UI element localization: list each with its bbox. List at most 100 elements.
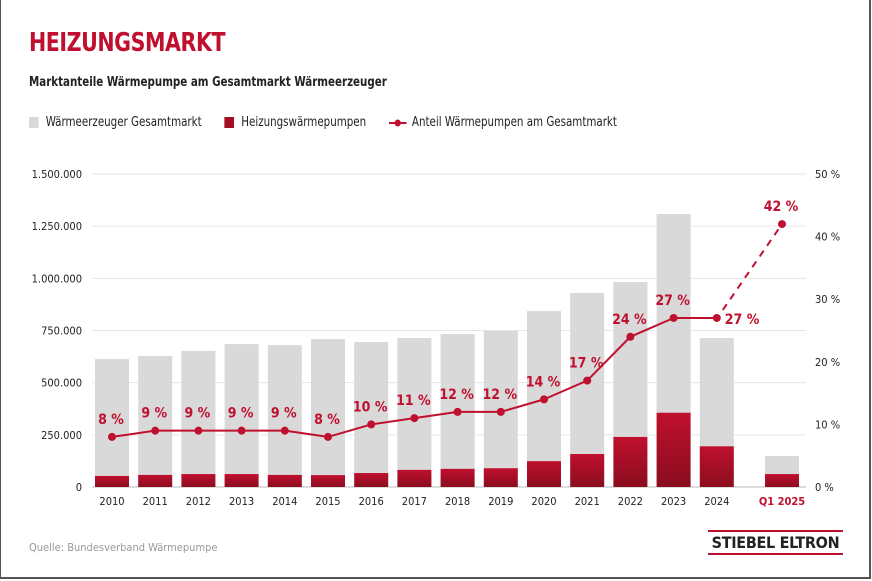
x-tick-label: 2016 <box>359 495 384 508</box>
y-right-tick-label: 50 % <box>815 168 840 181</box>
share-line-segment <box>630 317 674 338</box>
x-tick-label: Q1 2025 <box>759 495 805 508</box>
legend-swatch <box>29 117 39 128</box>
bar-total <box>224 344 259 487</box>
legend-label: Anteil Wärmepumpen am Gesamtmarkt <box>411 115 617 130</box>
share-point <box>367 420 376 429</box>
bar-heatpumps <box>181 474 216 487</box>
bar-heatpumps <box>656 412 691 487</box>
share-point <box>669 313 678 322</box>
share-point <box>280 426 289 435</box>
y-right-tick-label: 10 % <box>815 418 840 431</box>
share-point <box>626 332 635 341</box>
bar-heatpumps <box>570 454 605 487</box>
share-point <box>410 414 419 423</box>
page-title: HEIZUNGSMARKT <box>29 28 226 58</box>
bar-heatpumps <box>699 446 734 487</box>
bar-heatpumps <box>311 475 345 487</box>
bar-heatpumps <box>765 474 799 487</box>
x-tick-label: 2019 <box>488 495 513 508</box>
bar-total <box>311 339 345 487</box>
share-point <box>496 407 505 416</box>
share-data-label: 10 % <box>353 399 388 415</box>
bar-heatpumps <box>95 475 129 487</box>
y-left-tick-label: 250.000 <box>41 429 82 442</box>
x-tick-label: 2023 <box>661 495 686 508</box>
x-tick-label: 2010 <box>99 495 124 508</box>
share-line-segment <box>721 223 783 311</box>
bar-total <box>95 359 129 487</box>
bar-heatpumps <box>397 469 432 487</box>
legend-item-total: Wärmeerzeuger Gesamtmarkt <box>29 115 202 130</box>
legend-swatch <box>224 117 235 128</box>
y-right-tick-label: 0 % <box>815 481 834 494</box>
share-line-segment <box>500 398 545 413</box>
share-data-label: 42 % <box>764 199 799 215</box>
share-line-segment <box>543 379 588 401</box>
bar-heatpumps <box>354 473 389 487</box>
y-left-tick-label: 0 <box>76 481 82 494</box>
x-tick-label: 2020 <box>531 495 556 508</box>
share-point <box>583 376 592 385</box>
legend: Wärmeerzeuger Gesamtmarkt Heizungswärmep… <box>29 115 640 130</box>
legend-item-heatpumps: Heizungswärmepumpen <box>224 115 367 130</box>
share-data-label: 9 % <box>185 406 211 422</box>
bar-heatpumps <box>483 468 518 487</box>
share-point <box>151 426 160 435</box>
bar-heatpumps <box>267 474 302 487</box>
share-point <box>540 395 548 404</box>
y-left-tick-label: 500.000 <box>41 377 82 390</box>
bar-heatpumps <box>613 436 648 487</box>
share-data-label: 8 % <box>314 412 340 428</box>
x-tick-label: 2018 <box>445 495 470 508</box>
x-tick-label: 2014 <box>272 495 297 508</box>
legend-label: Heizungswärmepumpen <box>241 115 367 130</box>
y-right-tick-label: 20 % <box>815 356 840 369</box>
x-tick-label: 2011 <box>143 495 168 508</box>
share-line-segment <box>284 429 329 438</box>
share-point <box>453 407 462 416</box>
bar-heatpumps <box>224 474 259 487</box>
share-data-label: 11 % <box>396 393 431 409</box>
y-right-tick-label: 30 % <box>815 293 840 306</box>
share-data-label: 24 % <box>612 312 647 328</box>
legend-item-share: Anteil Wärmepumpen am Gesamtmarkt <box>389 115 617 130</box>
share-point <box>194 426 203 435</box>
x-tick-label: 2012 <box>186 495 211 508</box>
bar-total <box>354 341 389 487</box>
share-line-segment <box>586 336 632 382</box>
share-data-label: 27 % <box>655 293 690 309</box>
bar-heatpumps <box>440 468 475 487</box>
share-data-label: 27 % <box>725 312 760 328</box>
x-tick-label: 2021 <box>575 495 600 508</box>
share-data-label: 12 % <box>483 387 518 403</box>
share-point <box>712 313 721 322</box>
bar-heatpumps <box>527 461 561 487</box>
y-right-tick-label: 40 % <box>815 231 840 244</box>
chart-subtitle: Marktanteile Wärmepumpe am Gesamtmarkt W… <box>29 75 387 90</box>
bar-total <box>138 355 173 487</box>
x-tick-label: 2017 <box>402 495 427 508</box>
share-line-segment <box>414 410 458 420</box>
share-line-segment <box>371 417 415 426</box>
share-data-label: 8 % <box>98 412 124 428</box>
share-point <box>324 432 332 441</box>
x-tick-label: 2022 <box>618 495 643 508</box>
share-data-label: 9 % <box>141 406 167 422</box>
share-point <box>778 220 786 229</box>
y-left-tick-label: 1.000.000 <box>32 272 82 285</box>
y-left-tick-label: 1.250.000 <box>32 220 82 233</box>
x-tick-label: 2015 <box>315 495 340 508</box>
y-left-tick-label: 750.000 <box>41 325 82 338</box>
source-note: Quelle: Bundesverband Wärmepumpe <box>29 541 218 554</box>
bar-heatpumps <box>138 474 173 487</box>
line-marker-icon <box>389 119 407 126</box>
bar-total <box>267 345 302 487</box>
share-point <box>108 432 116 441</box>
share-data-label: 9 % <box>271 406 297 422</box>
y-left-tick-label: 1.500.000 <box>32 168 82 181</box>
share-data-label: 9 % <box>228 406 254 422</box>
share-point <box>237 426 246 435</box>
